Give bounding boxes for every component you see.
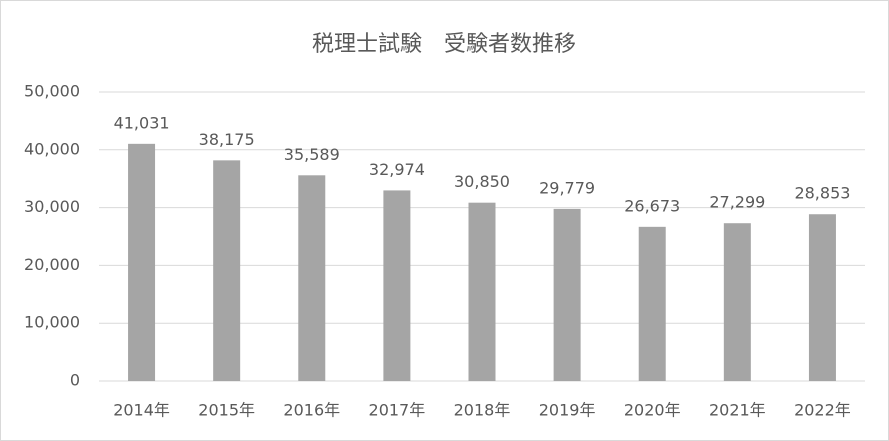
value-label: 41,031 bbox=[114, 113, 170, 132]
y-tick-label: 20,000 bbox=[24, 255, 80, 274]
bar bbox=[468, 202, 496, 381]
y-tick-label: 30,000 bbox=[24, 197, 80, 216]
bar bbox=[808, 214, 836, 381]
chart-title: 税理士試験 受験者数推移 bbox=[312, 32, 576, 57]
bar bbox=[213, 160, 241, 381]
value-label: 32,974 bbox=[369, 160, 425, 179]
bar bbox=[553, 208, 581, 381]
bar bbox=[723, 223, 751, 381]
y-tick-label: 40,000 bbox=[24, 139, 80, 158]
bar bbox=[638, 226, 666, 381]
x-tick-label: 2019年 bbox=[539, 401, 596, 420]
x-tick-label: 2017年 bbox=[369, 401, 426, 420]
value-label: 28,853 bbox=[794, 184, 850, 203]
x-tick-label: 2020年 bbox=[624, 401, 681, 420]
x-tick-label: 2015年 bbox=[198, 401, 255, 420]
x-tick-label: 2022年 bbox=[794, 401, 851, 420]
y-tick-label: 10,000 bbox=[24, 313, 80, 332]
bar bbox=[383, 190, 411, 381]
x-tick-label: 2014年 bbox=[113, 401, 170, 420]
y-tick-label: 0 bbox=[70, 371, 80, 390]
value-label: 27,299 bbox=[709, 193, 765, 212]
value-label: 38,175 bbox=[199, 130, 255, 149]
value-label: 30,850 bbox=[454, 172, 510, 191]
bar bbox=[128, 143, 156, 381]
value-label: 35,589 bbox=[284, 145, 340, 164]
y-tick-label: 50,000 bbox=[24, 82, 80, 101]
value-label: 29,779 bbox=[539, 178, 595, 197]
x-tick-label: 2018年 bbox=[454, 401, 511, 420]
value-label: 26,673 bbox=[624, 196, 680, 215]
x-tick-label: 2016年 bbox=[283, 401, 340, 420]
x-tick-label: 2021年 bbox=[709, 401, 766, 420]
bar bbox=[298, 175, 326, 381]
